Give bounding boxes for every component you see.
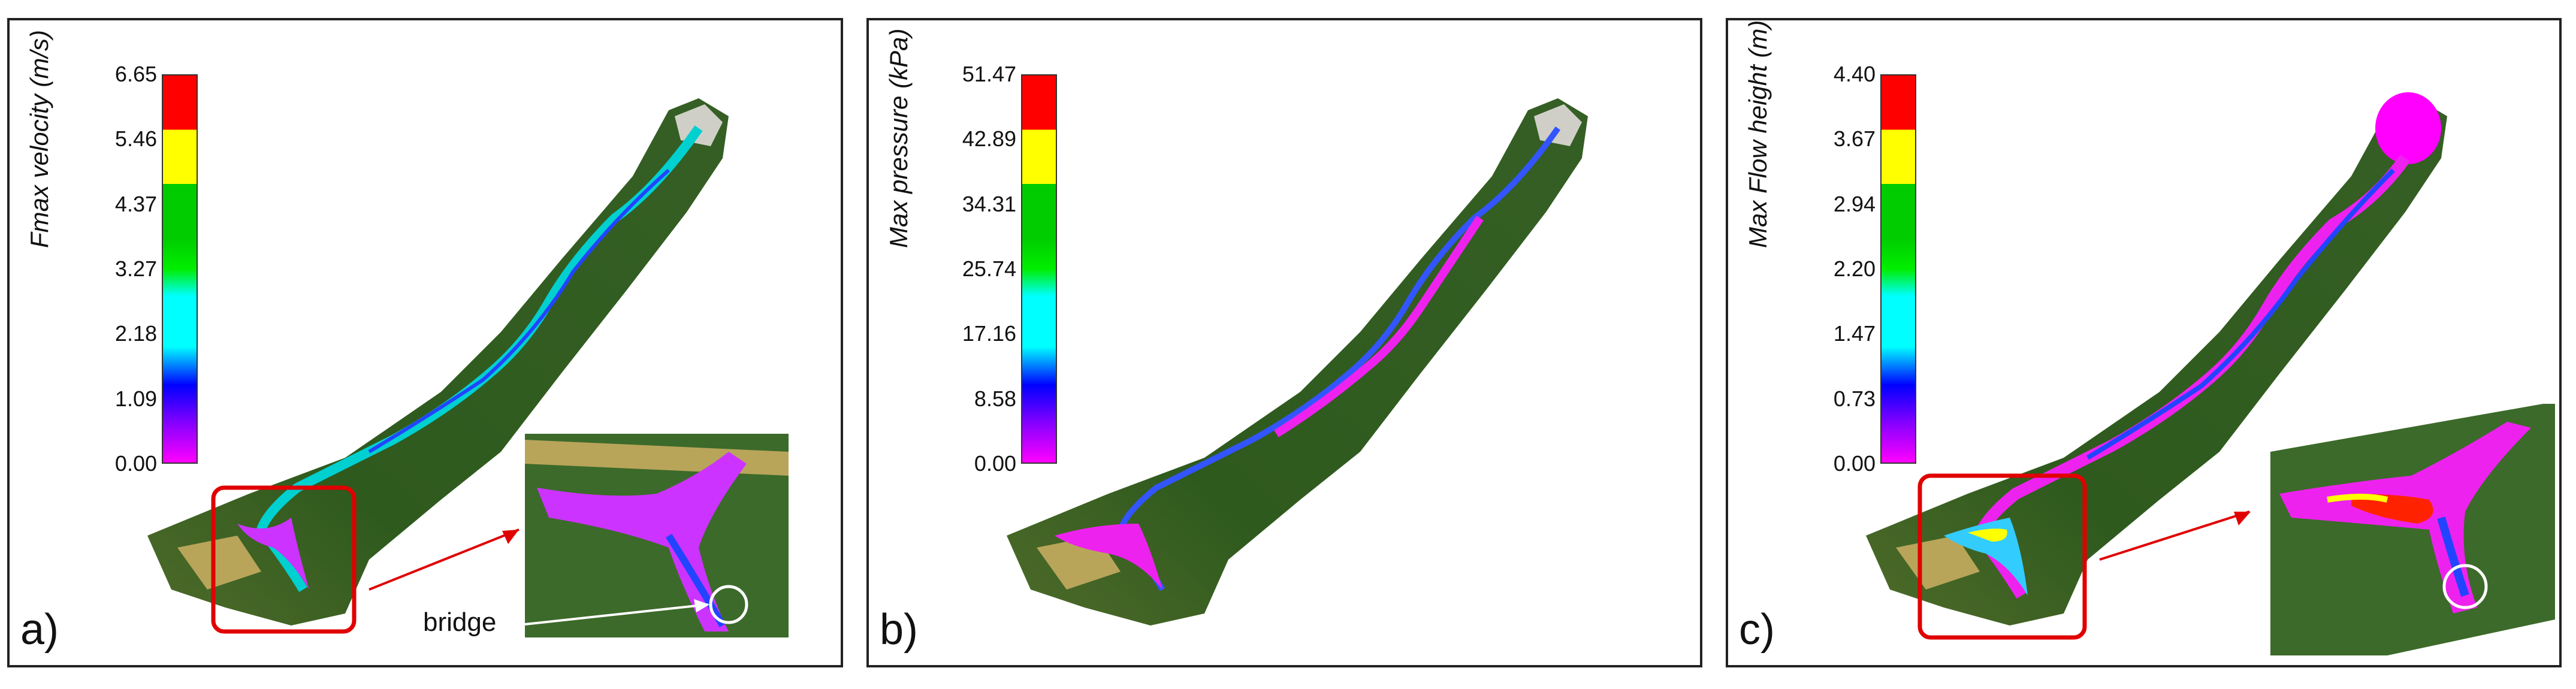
legend-title: Max Flow height (m): [1744, 20, 1772, 248]
flow-pressure-zones: [1274, 216, 1484, 437]
highlight-box: [1917, 473, 2087, 640]
tick-label: 2.18: [114, 321, 157, 346]
tick-label: 3.27: [114, 256, 157, 281]
color-scale-bar: [162, 74, 198, 464]
callout-arrow: [369, 528, 520, 591]
tick-label: 4.37: [114, 191, 157, 216]
color-scale-bar: [1880, 74, 1916, 464]
flow-fan: [237, 518, 309, 590]
tick-label: 0.00: [974, 451, 1016, 476]
tick-label: 8.58: [974, 386, 1016, 411]
tick-label: 4.40: [1833, 62, 1876, 86]
panel-c: Max Flow height (m) 4.40 3.67 2.94 2.20 …: [1726, 18, 2562, 667]
flow-fan: [1055, 524, 1162, 590]
tick-label: 6.65: [114, 62, 157, 86]
tick-label: 5.46: [114, 126, 157, 152]
tick-label: 25.74: [962, 256, 1016, 281]
quarry-patch: [675, 104, 723, 146]
tick-label: 34.31: [962, 191, 1016, 216]
flow-path-core: [368, 168, 670, 454]
legend-ticks: 6.65 5.46 4.37 3.27 2.18 1.09 0.00: [70, 62, 159, 476]
map-flow-height: [1866, 92, 2555, 655]
color-scale-bar: [1021, 74, 1057, 464]
tick-label: 1.09: [114, 386, 157, 411]
map-velocity: [147, 98, 789, 637]
panel-letter: b): [880, 606, 919, 654]
legend-title: Max pressure (kPa): [884, 28, 913, 248]
legend-ticks: 51.47 42.89 34.31 25.74 17.16 8.58 0.00: [929, 62, 1019, 476]
legend-title: Fmax velocity (m/s): [25, 29, 53, 248]
panel-b: Max pressure (kPa) 51.47 42.89 34.31 25.…: [866, 18, 1702, 667]
bridge-marker: [2442, 564, 2488, 609]
flow-fan: [1944, 518, 2028, 596]
bridge-arrow: [524, 603, 708, 625]
callout-arrow: [2099, 510, 2250, 561]
inset-zoom: [2270, 404, 2555, 655]
quarry-patch: [1534, 104, 1582, 146]
panel-letter: c): [1739, 606, 1775, 654]
panel-letter: a): [20, 606, 59, 654]
bridge-marker: [709, 585, 748, 624]
tick-label: 0.73: [1833, 386, 1876, 411]
tick-label: 51.47: [962, 62, 1016, 86]
flow-path: [1117, 126, 1561, 591]
field-patch: [177, 536, 261, 590]
tick-label: 3.67: [1833, 126, 1876, 152]
highlight-box: [211, 485, 357, 634]
tick-label: 42.89: [962, 126, 1016, 152]
field-patch: [1896, 536, 1980, 590]
panel-a: Fmax velocity (m/s) 6.65 5.46 4.37 3.27 …: [7, 18, 843, 667]
tick-label: 1.47: [1833, 321, 1876, 346]
legend-ticks: 4.40 3.67 2.94 2.20 1.47 0.73 0.00: [1788, 62, 1878, 476]
flow-path-core: [2086, 168, 2395, 460]
inset-zoom: [525, 434, 789, 637]
tick-label: 17.16: [962, 321, 1016, 346]
tick-label: 2.20: [1833, 256, 1876, 281]
bridge-label: bridge: [423, 608, 497, 637]
source-area: [2375, 92, 2441, 164]
map-pressure: [1007, 98, 1588, 625]
tick-label: 2.94: [1833, 191, 1876, 216]
tick-label: 0.00: [1833, 451, 1876, 476]
tick-label: 0.00: [114, 451, 157, 476]
